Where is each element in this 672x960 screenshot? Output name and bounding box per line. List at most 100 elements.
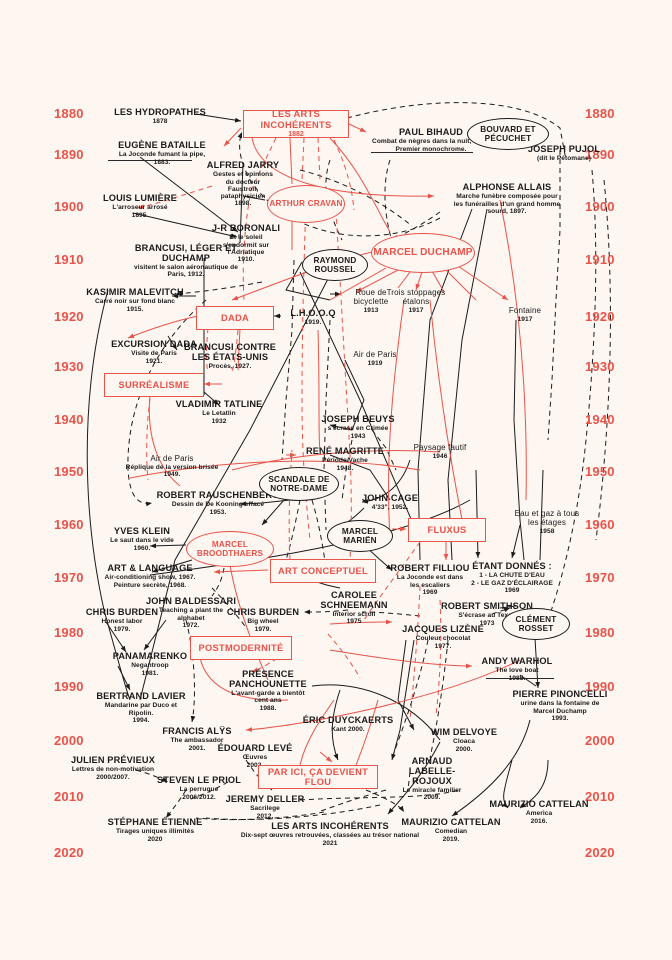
node-subtitle: Carré noir sur fond blanc 1915. xyxy=(94,298,176,313)
node-subtitle: Et le soleil s'endormit sur l'Adriatique 19… xyxy=(222,234,270,263)
ellipse-node-raymond-roussel[interactable]: RAYMOND ROUSSEL xyxy=(302,249,368,281)
movement-box-title: LES ARTS INCOHÉRENTS xyxy=(260,109,332,130)
node-subtitle: Le miracle familier 2009. xyxy=(402,787,462,802)
ellipse-node-clement-rosset[interactable]: CLÉMENT ROSSET xyxy=(502,608,570,640)
node-subtitle: 1958 xyxy=(539,527,555,535)
movement-box-postmodernite[interactable]: POSTMODERNITÉ xyxy=(190,636,292,660)
node-title: Air de Paris xyxy=(150,454,194,463)
node-title: Paysage fautif xyxy=(413,443,467,452)
node-title: J-R BORONALI xyxy=(211,223,281,233)
node-john-baldessari: JOHN BALDESSARI Teaching a plant the alpha… xyxy=(143,596,239,629)
node-title: PANAMARENKO xyxy=(112,651,188,661)
node-fontaine: Fontaine 1917 xyxy=(503,306,547,324)
node-chris-burden-big: CHRIS BURDEN Big wheel 1979. xyxy=(221,607,305,633)
node-subtitle: urine dans la fontaine de Marcel Duchamp 1… xyxy=(520,700,600,722)
node-title: JOHN BALDESSARI xyxy=(145,596,237,606)
node-subtitle: Cloaca 2000. xyxy=(453,738,475,753)
node-joseph-beuys: JOSEPH BEUYS s'écrase en Crimée 1943 xyxy=(312,414,404,440)
movement-box-year: 1882 xyxy=(288,130,304,138)
decade-label-1880-left: 1880 xyxy=(54,106,84,121)
node-title: JACQUES LIZÈNE xyxy=(402,624,484,634)
node-subtitle: 4'33", 1952. xyxy=(371,504,409,512)
node-brancusi-contre: BRANCUSI CONTRE LES ÉTATS-UNIS Procès, 19… xyxy=(180,342,280,370)
node-title: ALPHONSE ALLAIS xyxy=(462,182,552,192)
node-title: JULIEN PRÉVIEUX xyxy=(71,755,155,765)
node-title: STEVEN LE PRIOL xyxy=(157,775,241,785)
node-subtitle: 1917 xyxy=(517,316,533,324)
ellipse-node-label: MARCEL DUCHAMP xyxy=(373,247,473,259)
decade-label-2000-right: 2000 xyxy=(585,733,615,748)
movement-box-par-ici-ca-devient-flou[interactable]: PAR ICI, ÇA DEVIENT FLOU xyxy=(258,765,378,789)
node-subtitle: 1913 xyxy=(363,306,379,314)
movement-box-title: PAR ICI, ÇA DEVIENT FLOU xyxy=(267,766,369,787)
node-eric-duyckaerts: ÉRIC DUYCKAERTS Kant 2000. xyxy=(300,715,396,734)
movement-box-title: FLUXUS xyxy=(427,524,467,535)
node-arts-incoherents-2021: LES ARTS INCOHÉRENTS Dix-sept œuvres retr… xyxy=(196,821,464,847)
decade-label-1890-left: 1890 xyxy=(54,147,84,162)
node-subtitle: Le saut dans le vide 1960. xyxy=(110,537,174,552)
node-subtitle: Œuvres 2002. xyxy=(242,754,268,769)
node-title: LES ARTS INCOHÉRENTS xyxy=(271,821,389,831)
ellipse-node-marcel-broodthaers[interactable]: MARCEL BROODTHAERS xyxy=(186,531,274,567)
node-julien-previeux: JULIEN PRÉVIEUX Lettres de non-motivation… xyxy=(58,755,168,781)
ellipse-node-marcel-marien[interactable]: MARCEL MARIËN xyxy=(327,520,393,552)
movement-box-surrealisme[interactable]: SURRÉALISME xyxy=(104,373,204,397)
decade-label-1950-right: 1950 xyxy=(585,464,615,479)
ellipse-node-label: BOUVARD ET PÉCUCHET xyxy=(480,124,536,143)
ellipse-node-marcel-duchamp[interactable]: MARCEL DUCHAMP xyxy=(371,233,475,273)
node-robert-rauschenberg: ROBERT RAUSCHENBERG Dessin de De Kooning … xyxy=(150,490,286,516)
node-paysage-fautif: Paysage fautif 1946 xyxy=(409,443,471,461)
node-subtitle: 1946 xyxy=(432,453,448,461)
node-title: CHRIS BURDEN xyxy=(85,607,159,617)
node-title: RENÉ MAGRITTE xyxy=(305,446,384,456)
node-presence-panchounette: PRÉSENCE PANCHOUNETTE L'avant-garde a bie… xyxy=(220,669,316,712)
node-subtitle: L'arroseur arrosé 1895. xyxy=(112,204,168,219)
node-brancusi-leger-duchamp: BRANCUSI, LÉGER ET DUCHAMP visitent le sa… xyxy=(128,243,244,279)
node-subtitle: Marche funèbre composée pour les funérail… xyxy=(453,193,561,215)
node-title: ROBERT RAUSCHENBERG xyxy=(156,490,280,500)
ellipse-node-arthur-cravan[interactable]: ARTHUR CRAVAN xyxy=(267,185,345,223)
node-title: ROBERT SMITHSON xyxy=(440,601,534,611)
node-title: YVES KLEIN xyxy=(113,526,171,536)
node-air-de-paris-1949: Air de Paris Réplique de la version brisé… xyxy=(114,454,230,478)
node-roue-de-bicyclette: Roue de bicyclette 1913 xyxy=(343,288,399,314)
movement-box-arts-incoherents-1882[interactable]: LES ARTS INCOHÉRENTS 1882 xyxy=(243,109,349,138)
node-subtitle: The love boat 1985. xyxy=(495,667,539,682)
node-kasimir-malevitch: KASIMIR MALEVITCH Carré noir sur fond bla… xyxy=(77,287,193,313)
node-alphonse-allais: ALPHONSE ALLAIS Marche funèbre composée p… xyxy=(440,182,574,215)
decade-label-1920-left: 1920 xyxy=(54,309,84,324)
node-lhooq: L.H.O.O.Q 1919. xyxy=(283,308,343,327)
node-jr-boronali: J-R BORONALI Et le soleil s'endormit sur l'… xyxy=(206,223,286,263)
node-subtitle: Comedian 2019. xyxy=(434,828,468,843)
decade-label-1990-left: 1990 xyxy=(54,679,84,694)
node-title: CHRIS BURDEN xyxy=(226,607,300,617)
node-pierre-pinoncelli: PIERRE PINONCELLI urine dans la fontaine … xyxy=(505,689,615,722)
movement-box-dada[interactable]: DADA xyxy=(196,306,274,330)
node-subtitle: Gestes et opinions du docteur Faustroll, pa… xyxy=(213,171,273,207)
node-panamarenko: PANAMARENKO Negantroop 1981. xyxy=(104,651,196,677)
decade-label-1950-left: 1950 xyxy=(54,464,84,479)
movement-box-art-conceptuel[interactable]: ART CONCEPTUEL xyxy=(270,559,376,583)
rule-under-warhol xyxy=(486,678,554,680)
node-jacques-lizene: JACQUES LIZÈNE Couleur chocolat 1977. xyxy=(395,624,491,650)
decade-label-1970-left: 1970 xyxy=(54,570,84,585)
movement-box-fluxus[interactable]: FLUXUS xyxy=(408,518,486,542)
ellipse-node-label: ARTHUR CRAVAN xyxy=(269,199,343,209)
node-stephane-etienne: STÉPHANE ÉTIENNE Tirages uniques illimité… xyxy=(100,817,210,843)
node-subtitle: Negantroop 1981. xyxy=(131,662,169,677)
ellipse-node-bouvard-et-pecuchet[interactable]: BOUVARD ET PÉCUCHET xyxy=(467,118,549,150)
movement-box-title: SURRÉALISME xyxy=(118,379,190,390)
node-paul-bihaud: PAUL BIHAUD Combat de nègres dans la nuit… xyxy=(369,127,493,153)
node-arnaud-labelle-rojoux: ARNAUD LABELLE-ROJOUX Le miracle familier… xyxy=(389,756,475,802)
node-title: KASIMIR MALEVITCH xyxy=(86,287,184,297)
node-title: EUGÈNE BATAILLE xyxy=(118,140,206,150)
node-title: EXCURSION DADA xyxy=(111,339,197,349)
ellipse-node-scandale-de-notre-dame[interactable]: SCANDALE DE NOTRE-DAME xyxy=(259,467,339,501)
ellipse-node-label: RAYMOND ROUSSEL xyxy=(313,255,357,274)
node-title: ANDY WARHOL xyxy=(481,656,553,666)
decade-label-2020-right: 2020 xyxy=(585,845,615,860)
decade-label-1960-right: 1960 xyxy=(585,517,615,532)
node-subtitle: Mandarine par Duco et Ripolin. 1994. xyxy=(104,702,178,724)
node-subtitle: Lettres de non-motivation 2000/2007. xyxy=(71,766,155,781)
node-jeremy-deller: JEREMY DELLER Sacrilege 2012. xyxy=(222,794,308,820)
